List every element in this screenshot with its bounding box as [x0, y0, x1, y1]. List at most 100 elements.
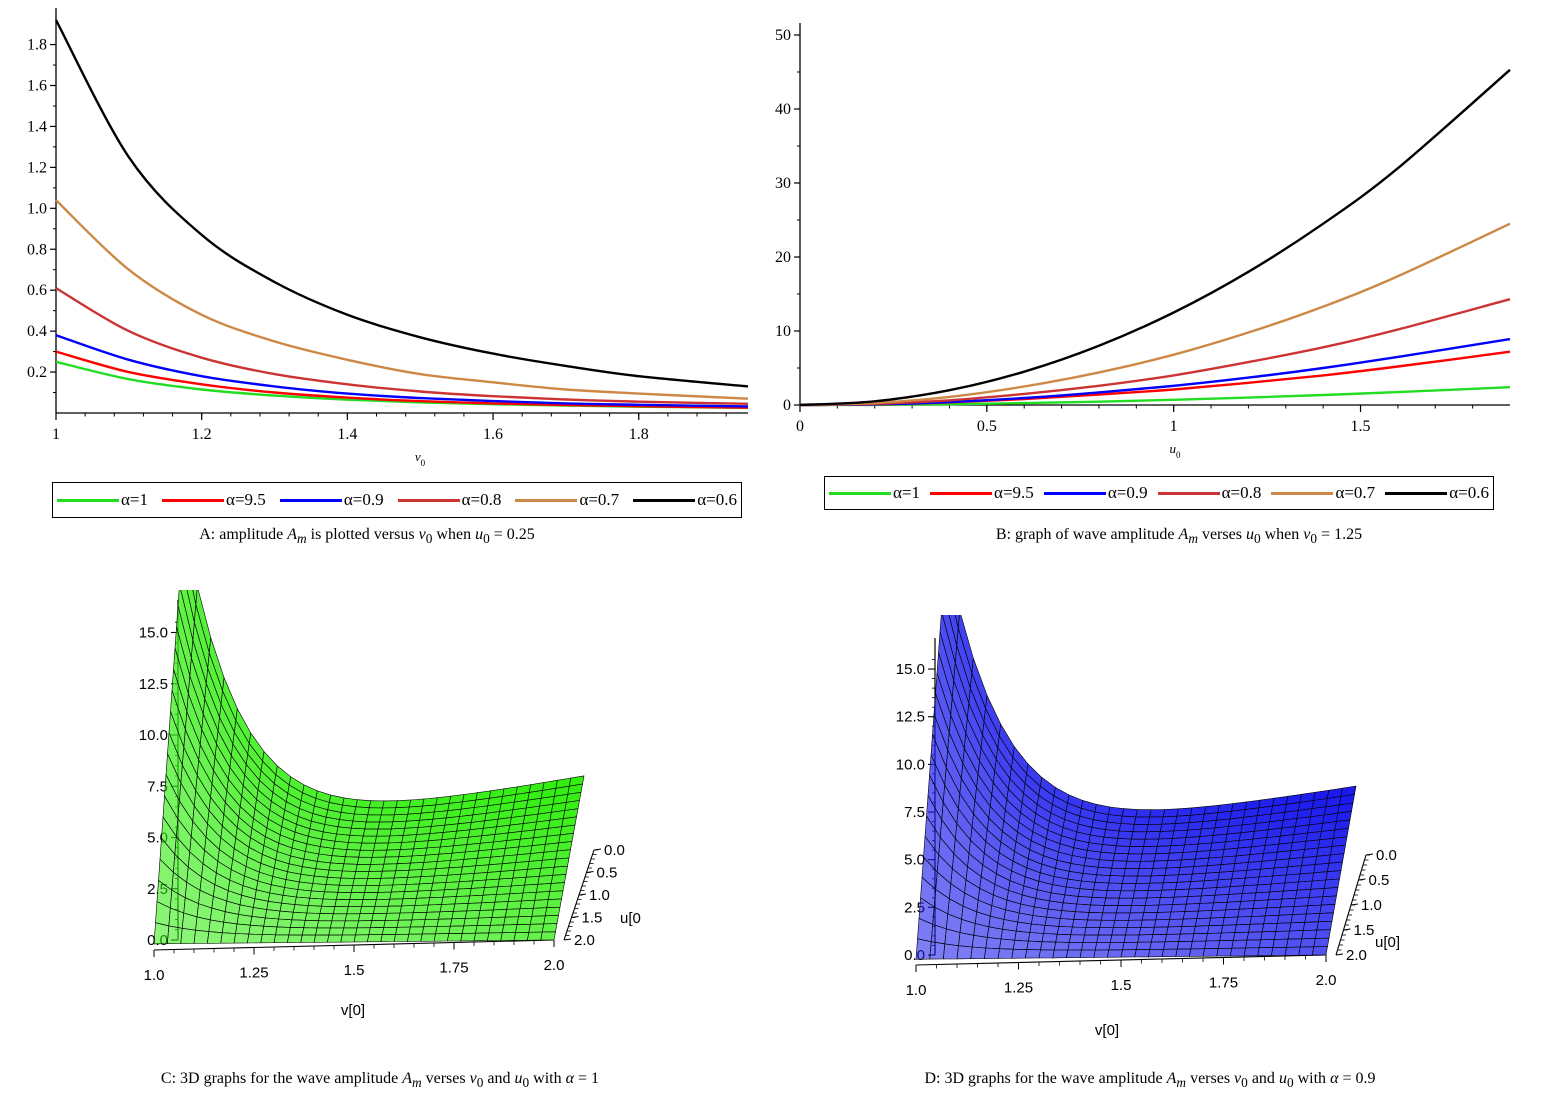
surface-cell	[1123, 934, 1140, 943]
legend-label: α=0.6	[697, 490, 737, 509]
surface-cell	[1161, 881, 1178, 891]
surface-cell	[1024, 949, 1041, 959]
legend-item: α=0.6	[633, 490, 737, 510]
series-line	[54, 19, 749, 388]
surface-cell	[389, 827, 406, 837]
surface-cell	[349, 892, 365, 900]
surface-cell	[498, 870, 515, 880]
surface-cell	[528, 851, 545, 862]
surface-cell	[328, 927, 345, 936]
legend-swatch	[829, 491, 891, 495]
surface-cell	[331, 848, 348, 858]
surface-cell	[396, 919, 413, 928]
surface-cell	[379, 814, 395, 823]
surface-cell	[1252, 899, 1269, 909]
surface-cell	[1272, 938, 1289, 948]
x-tick-label: 0	[796, 418, 804, 435]
surface-cell	[264, 909, 281, 920]
surface-cell	[479, 901, 496, 911]
surface-cell	[1179, 925, 1196, 935]
legend-item: α=0.7	[1271, 483, 1375, 503]
surface-cell	[929, 941, 946, 960]
chart-a: 0.2 0.4 0.6 0.8 1.0 1.2 1.4 1.6 1.8 1 1.2 1.4 1.6 1.8…	[27, 8, 749, 468]
surface-cell	[430, 882, 447, 891]
surface-cell	[1202, 948, 1219, 957]
surface-cell	[406, 933, 423, 942]
v-tick-label: 2.0	[1316, 972, 1337, 989]
surface-cell	[476, 917, 493, 926]
surface-cell	[1171, 829, 1188, 839]
surface-cell	[361, 899, 377, 908]
series-line	[55, 287, 749, 405]
surface-cell	[366, 934, 383, 943]
y-tick-label: 20	[775, 249, 791, 266]
surface-cell	[381, 863, 398, 872]
surface-cell	[1170, 837, 1187, 847]
surface-cell	[1194, 850, 1211, 860]
legend-swatch	[397, 498, 460, 502]
surface-cell	[1179, 858, 1196, 868]
surface-cell	[402, 890, 419, 900]
surface-cell	[401, 834, 417, 843]
surface-cell	[1138, 860, 1155, 870]
surface-cell	[1200, 887, 1217, 897]
surface-cell	[1065, 949, 1082, 959]
surface-cell	[1241, 884, 1258, 894]
surface-cell	[414, 897, 431, 906]
surface-cell	[313, 934, 330, 943]
surface-cell	[341, 863, 358, 872]
surface-cell	[473, 864, 490, 874]
surface-cell	[515, 923, 531, 933]
surface	[153, 590, 585, 945]
surface-cell	[358, 913, 374, 922]
surface-cell	[1096, 934, 1113, 943]
surface-cell	[1238, 900, 1255, 910]
surface-cell	[1175, 948, 1192, 957]
surface-cell	[521, 891, 537, 902]
surface-cell	[1205, 932, 1222, 942]
surface-cell	[1056, 926, 1073, 936]
surface-cell	[1115, 838, 1132, 847]
surface-cell	[473, 932, 490, 942]
legend-item: α=0.6	[1385, 483, 1489, 503]
surface-cell	[552, 865, 568, 876]
surface-cell	[1176, 807, 1193, 817]
surface-cell	[1144, 831, 1161, 840]
u-axis-label: u[0]	[1375, 934, 1400, 951]
surface-cell	[1071, 919, 1088, 928]
surface-cell	[153, 922, 170, 945]
surface-cell	[318, 913, 334, 922]
surface-cell	[1264, 906, 1281, 917]
surface-cell	[340, 870, 357, 879]
surface-cell	[1210, 909, 1227, 919]
surface-cell	[1143, 904, 1160, 914]
surface-cell	[1182, 843, 1199, 853]
surface-cell	[1226, 893, 1243, 903]
surface-cell	[1240, 892, 1257, 902]
surface-cell	[286, 934, 303, 943]
surface-cell	[1149, 875, 1166, 884]
surface-cell	[344, 913, 361, 922]
surface-cell	[1052, 949, 1069, 959]
y-tick-label: 40	[775, 101, 791, 118]
surface-cell	[370, 856, 386, 865]
surface-cell	[472, 872, 488, 882]
surface-cell	[1073, 911, 1090, 921]
surface-cell	[1094, 942, 1111, 951]
surface-cell	[393, 806, 410, 816]
x-tick-label: 1.8	[629, 426, 649, 443]
surface-cell	[1196, 910, 1213, 919]
legend-label: α=9.5	[994, 483, 1034, 502]
surface-cell	[538, 866, 555, 877]
surface-cell	[310, 883, 327, 893]
surface-cell	[1191, 865, 1208, 875]
surface-cell	[384, 912, 401, 921]
surface-cell	[1296, 880, 1313, 891]
surface-cell	[452, 903, 469, 912]
x-tick-label: 1	[1170, 418, 1178, 435]
legend-swatch	[515, 498, 578, 502]
y-tick-label: 1.8	[27, 37, 47, 54]
u-tick-label: 2.0	[1346, 947, 1367, 964]
surface-cell	[500, 862, 517, 872]
surface-cell	[1197, 902, 1214, 912]
